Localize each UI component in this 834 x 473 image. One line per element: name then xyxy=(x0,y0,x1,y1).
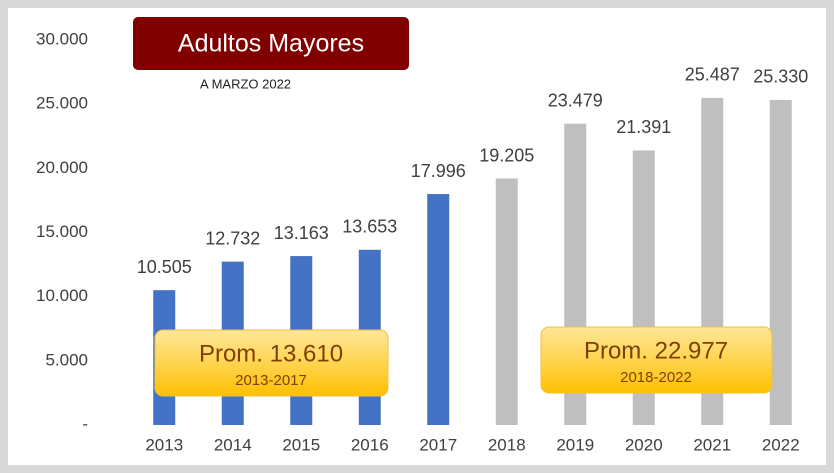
y-tick-label: 10.000 xyxy=(36,286,88,305)
x-tick-label: 2014 xyxy=(214,435,252,454)
average-label: Prom. 13.610 xyxy=(199,340,343,367)
title-box xyxy=(133,17,409,70)
average-period: 2018-2022 xyxy=(620,369,692,386)
x-tick-label: 2019 xyxy=(556,435,594,454)
average-label: Prom. 22.977 xyxy=(584,337,728,364)
value-label: 10.505 xyxy=(137,257,192,277)
y-tick-label: 15.000 xyxy=(36,222,88,241)
y-tick-label: 25.000 xyxy=(36,94,88,113)
x-tick-label: 2016 xyxy=(351,435,389,454)
value-label: 21.391 xyxy=(616,117,671,137)
average-period: 2013-2017 xyxy=(235,372,307,389)
x-tick-label: 2015 xyxy=(282,435,320,454)
value-label: 23.479 xyxy=(548,90,603,110)
bar xyxy=(495,178,518,425)
bar xyxy=(769,99,792,425)
y-tick-label: 20.000 xyxy=(36,158,88,177)
x-tick-label: 2020 xyxy=(625,435,663,454)
value-label: 19.205 xyxy=(479,145,534,165)
average-box xyxy=(540,326,773,394)
y-tick-label: 30.000 xyxy=(36,29,88,48)
x-tick-label: 2021 xyxy=(693,435,731,454)
chart-subtitle: A MARZO 2022 xyxy=(200,76,291,91)
x-tick-label: 2022 xyxy=(762,435,800,454)
y-tick-label: 5.000 xyxy=(45,350,88,369)
value-label: 25.330 xyxy=(753,67,808,87)
x-tick-label: 2018 xyxy=(488,435,526,454)
x-tick-label: 2017 xyxy=(419,435,457,454)
value-label: 17.996 xyxy=(411,161,466,181)
chart-title: Adultos Mayores xyxy=(178,30,364,58)
x-tick-label: 2013 xyxy=(145,435,183,454)
y-tick-label: - xyxy=(82,414,88,433)
value-label: 13.653 xyxy=(342,217,397,237)
bar xyxy=(427,194,450,425)
value-label: 25.487 xyxy=(685,65,740,85)
value-label: 13.163 xyxy=(274,223,329,243)
average-box xyxy=(154,329,389,397)
value-label: 12.732 xyxy=(205,228,260,248)
